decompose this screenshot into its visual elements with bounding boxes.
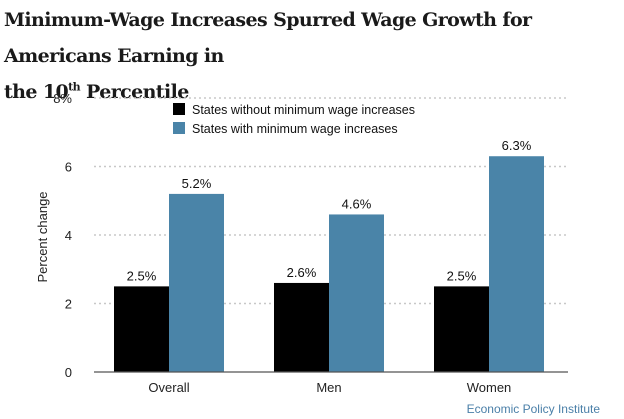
y-tick-label: 0 bbox=[65, 365, 72, 380]
y-axis-label: Percent change bbox=[35, 191, 50, 282]
title-suffix: Percentile bbox=[80, 81, 189, 103]
y-tick-label: 4 bbox=[65, 228, 72, 243]
bar-women-without bbox=[434, 286, 489, 372]
x-tick-label: Men bbox=[316, 380, 341, 395]
x-tick-label: Women bbox=[467, 380, 512, 395]
data-label: 2.5% bbox=[447, 268, 477, 283]
title-prefix: the 10 bbox=[4, 81, 69, 103]
bar-overall-without bbox=[114, 286, 169, 372]
legend-label: States without minimum wage increases bbox=[192, 103, 415, 117]
title-superscript: th bbox=[68, 80, 81, 94]
data-label: 4.6% bbox=[342, 196, 372, 211]
bar-women-with bbox=[489, 156, 544, 372]
legend-swatch bbox=[173, 122, 185, 134]
chart-title: Minimum-Wage Increases Spurred Wage Grow… bbox=[4, 2, 620, 110]
bar-overall-with bbox=[169, 193, 224, 372]
data-label: 6.3% bbox=[502, 138, 532, 153]
legend-swatch bbox=[173, 103, 185, 115]
y-tick-label: 8% bbox=[53, 91, 72, 106]
data-label: 5.2% bbox=[182, 176, 212, 191]
y-tick-label: 6 bbox=[65, 160, 72, 175]
y-tick-label: 2 bbox=[65, 297, 72, 312]
title-line-1: Minimum-Wage Increases Spurred Wage Grow… bbox=[4, 9, 532, 67]
data-label: 2.6% bbox=[287, 265, 317, 280]
data-label: 2.5% bbox=[127, 268, 157, 283]
bar-men-with bbox=[329, 214, 384, 372]
bar-men-without bbox=[274, 282, 329, 372]
source-credit: Economic Policy Institute bbox=[466, 402, 600, 416]
legend-label: States with minimum wage increases bbox=[192, 122, 398, 136]
x-tick-label: Overall bbox=[148, 380, 189, 395]
bar-chart: 0 2 4 6 8% Percent change 2.5% 5.2% Overall 2.6% 4… bbox=[35, 91, 568, 395]
